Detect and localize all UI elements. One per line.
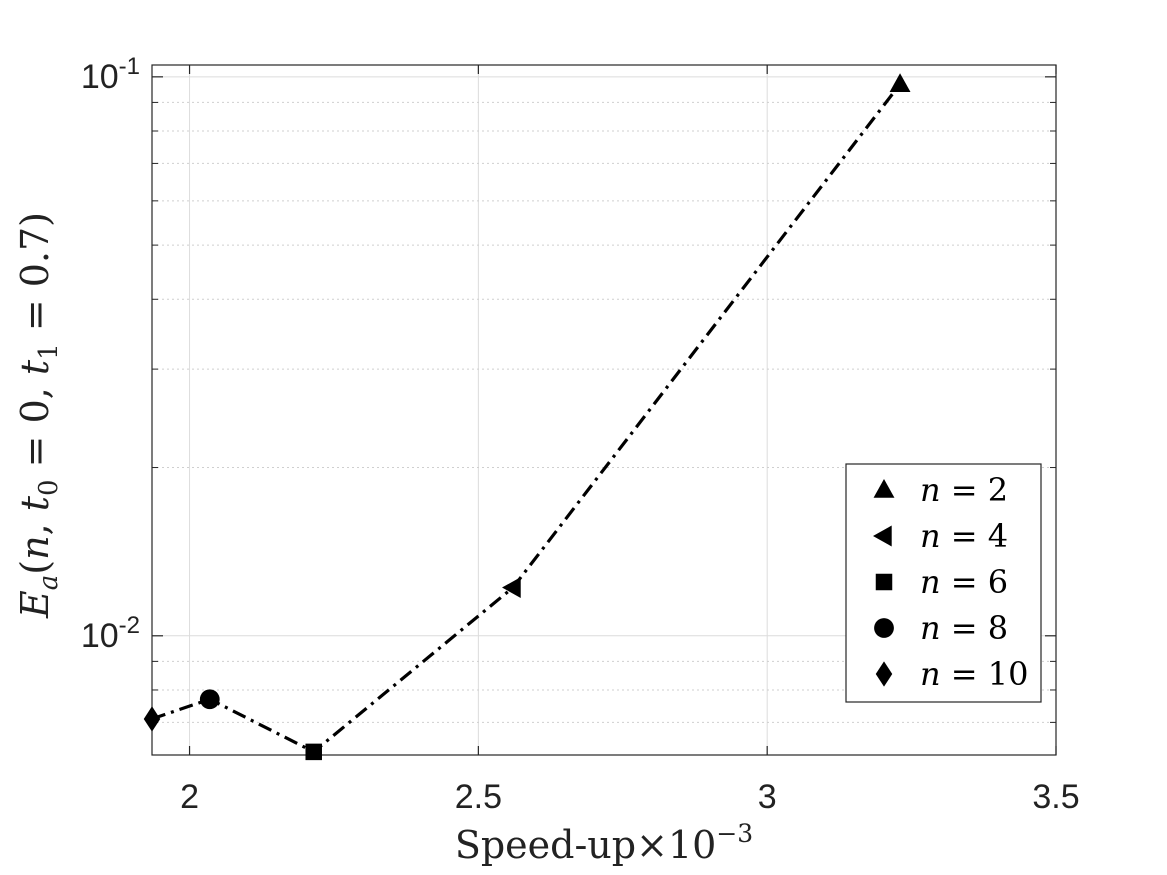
legend-markers: [873, 479, 895, 687]
legend-item-n2: n = 2: [920, 471, 1008, 509]
x-axis-label-exponent: −3: [716, 819, 753, 848]
legend-item-n6: n = 6: [920, 563, 1008, 601]
x-tick-label: 3.5: [1032, 778, 1079, 816]
legend-item-n10: n = 10: [920, 655, 1028, 693]
data-point-triangle-left: [502, 577, 521, 598]
x-tick-label: 2: [180, 778, 199, 816]
data-point-square: [305, 743, 322, 761]
x-axis-label: Speed-up×10−3: [455, 819, 753, 867]
y-tick-labels: 10-2 10-1: [81, 53, 140, 655]
legend-marker-triangle-left: [873, 525, 892, 547]
legend-marker-square: [875, 573, 893, 591]
x-tick-label: 3: [758, 778, 777, 816]
legend-marker-diamond: [875, 661, 893, 687]
plot-area-frame: [151, 64, 1057, 756]
legend-item-n4: n = 4: [920, 517, 1008, 555]
y-axis-label: Ea(n, t0 = 0, t1 = 0.7): [13, 212, 64, 619]
y-tick-label: 10-1: [81, 53, 140, 96]
x-axis-label-text: Speed-up×10: [455, 823, 717, 867]
data-point-circle: [199, 689, 220, 710]
data-series: [143, 73, 911, 761]
data-point-diamond: [143, 706, 161, 732]
series-line: [151, 83, 902, 754]
data-point-triangle-up: [889, 73, 911, 92]
axis-ticks: [152, 65, 1057, 755]
x-tick-label: 2.5: [455, 778, 502, 816]
x-tick-labels: 2 2.5 3 3.5: [180, 778, 1080, 816]
legend: n = 2 n = 4 n = 6 n = 8 n = 10: [845, 463, 1042, 703]
legend-item-n8: n = 8: [920, 609, 1008, 647]
legend-marker-triangle-up: [873, 479, 895, 498]
y-tick-label: 10-2: [81, 612, 140, 655]
legend-marker-circle: [874, 618, 894, 638]
